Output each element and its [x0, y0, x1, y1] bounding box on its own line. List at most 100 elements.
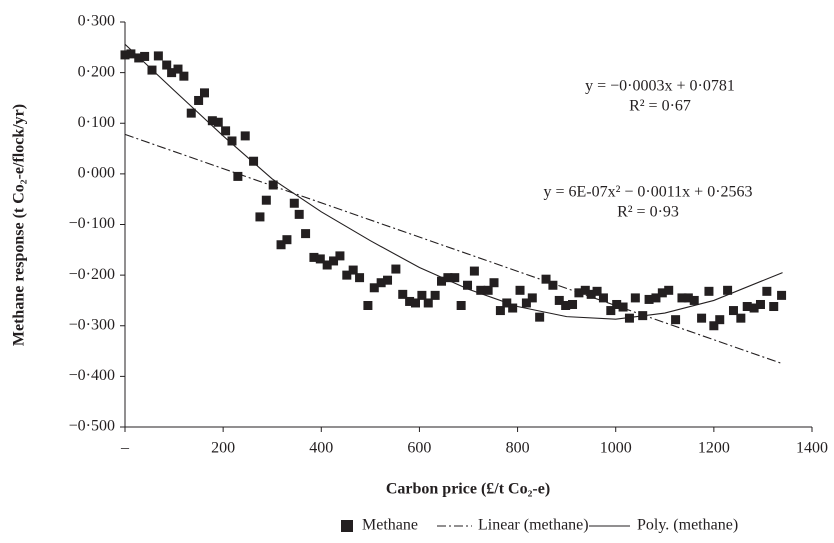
- point: [126, 49, 136, 59]
- point: [423, 298, 433, 308]
- x-tick-label: 1200: [698, 440, 730, 457]
- x-tick-label: 800: [506, 440, 530, 457]
- x-tick-label: 600: [407, 440, 431, 457]
- point: [134, 53, 144, 63]
- point: [574, 288, 584, 298]
- point: [276, 240, 286, 250]
- point: [430, 290, 440, 300]
- point: [207, 116, 217, 126]
- x-tick-label: 1000: [600, 440, 632, 457]
- point: [606, 306, 616, 316]
- trendline: [124, 133, 783, 365]
- point: [322, 260, 332, 270]
- point: [568, 299, 578, 309]
- y-tick-label: −0·300: [69, 316, 115, 333]
- x-axis-title: Carbon price (£/t Co₂-e): [386, 481, 550, 498]
- y-tick-label: −0·400: [69, 367, 115, 384]
- y-tick-label: 0·300: [78, 13, 115, 30]
- point: [391, 264, 401, 274]
- point: [240, 131, 250, 141]
- y-tick-label: 0·000: [78, 165, 115, 182]
- point: [140, 51, 150, 61]
- equation: R² = 0·93: [617, 204, 679, 221]
- point: [289, 198, 299, 208]
- point: [592, 286, 602, 296]
- point: [671, 315, 681, 325]
- point: [762, 286, 772, 296]
- point: [213, 117, 223, 127]
- point: [363, 301, 373, 310]
- point: [301, 229, 311, 239]
- point: [664, 285, 674, 295]
- point: [749, 303, 759, 313]
- x-tick-label: 1400: [796, 440, 828, 457]
- point: [233, 171, 243, 181]
- y-axis-title: Methane response (t Co₂-e/flock/yr): [11, 104, 28, 346]
- point: [268, 180, 278, 190]
- point: [398, 289, 408, 299]
- point: [561, 301, 571, 310]
- point: [315, 254, 325, 264]
- point: [249, 156, 259, 166]
- x-tick-label: 400: [309, 440, 333, 457]
- point: [683, 293, 693, 303]
- point: [147, 65, 157, 75]
- point: [723, 285, 733, 295]
- point: [153, 51, 163, 61]
- point: [728, 306, 738, 316]
- point: [586, 289, 596, 299]
- point: [618, 302, 628, 312]
- point: [554, 295, 564, 305]
- point: [521, 298, 531, 308]
- equation: R² = 0·67: [629, 98, 691, 115]
- y-tick-label: 0·200: [78, 63, 115, 80]
- y-tick-label: −0·500: [69, 418, 115, 435]
- x-tick-label: –: [120, 440, 130, 457]
- legend-label: Methane: [362, 517, 418, 534]
- point: [443, 273, 453, 283]
- point: [697, 313, 707, 323]
- point: [476, 285, 486, 295]
- point: [120, 50, 130, 60]
- point: [677, 293, 687, 303]
- point: [411, 298, 421, 308]
- point: [348, 265, 358, 275]
- point: [194, 95, 204, 105]
- point: [456, 301, 466, 310]
- equation: y = −0·0003x + 0·0781: [585, 78, 735, 95]
- legend-label: Poly. (methane): [637, 517, 738, 534]
- point: [580, 285, 590, 295]
- x-tick-label: 200: [211, 440, 235, 457]
- point: [612, 299, 622, 309]
- point: [715, 315, 725, 325]
- point: [704, 286, 714, 296]
- point: [483, 285, 493, 295]
- point: [469, 266, 479, 276]
- legend-marker: [341, 520, 353, 532]
- point: [162, 60, 172, 70]
- point: [630, 293, 640, 303]
- point: [355, 273, 365, 283]
- legend-label: Linear (methane): [478, 517, 589, 534]
- point: [221, 126, 231, 136]
- point: [167, 68, 177, 78]
- point: [405, 296, 415, 306]
- point: [255, 212, 265, 222]
- point: [624, 313, 634, 323]
- point: [186, 108, 196, 118]
- point: [736, 313, 746, 323]
- point: [651, 293, 661, 303]
- point: [261, 195, 271, 205]
- point: [489, 278, 499, 288]
- point: [535, 312, 545, 322]
- point: [515, 285, 525, 295]
- point: [598, 293, 608, 303]
- equation: y = 6E-07x² − 0·0011x + 0·2563: [543, 184, 752, 201]
- point: [689, 295, 699, 305]
- point: [502, 298, 512, 308]
- point: [335, 251, 345, 261]
- point: [376, 278, 386, 288]
- point: [709, 321, 719, 331]
- point: [199, 88, 209, 98]
